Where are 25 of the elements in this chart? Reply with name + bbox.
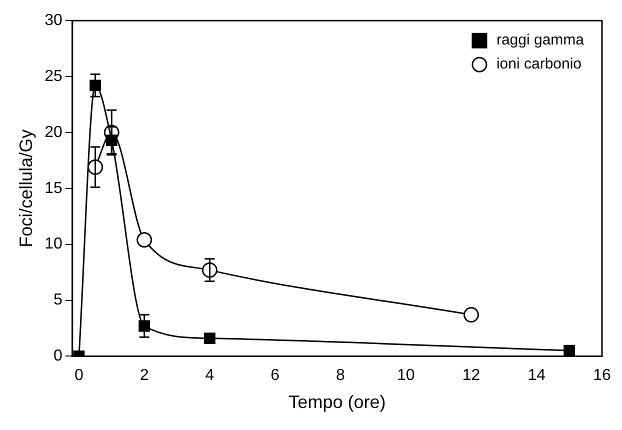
- x-tick-label: 8: [336, 367, 346, 384]
- y-tick-label: 30: [44, 12, 62, 30]
- legend-label: raggi gamma: [496, 32, 585, 49]
- y-tick-label: 5: [53, 292, 62, 309]
- y-tick-label: 25: [44, 68, 62, 85]
- point: [136, 232, 152, 248]
- x-tick-label: 16: [593, 367, 611, 384]
- x-tick-label: 6: [270, 367, 280, 384]
- x-tick-label: 10: [396, 367, 415, 384]
- point: [564, 344, 576, 356]
- x-tick-label: 12: [462, 367, 480, 384]
- y-axis-title: Foci/cellula/Gy: [16, 129, 36, 248]
- y-tick-label: 15: [44, 180, 62, 197]
- legend-label: ioni carbonio: [496, 56, 582, 73]
- x-tick-label: 2: [140, 367, 149, 384]
- y-tick-label: 10: [44, 236, 62, 253]
- x-tick-label: 0: [74, 367, 84, 384]
- point: [106, 134, 118, 146]
- y-tick-label: 0: [53, 348, 62, 365]
- x-tick-label: 4: [205, 367, 214, 384]
- point: [204, 332, 216, 344]
- x-tick-label: 14: [528, 367, 546, 384]
- x-axis-title: Tempo (ore): [288, 392, 386, 412]
- point: [463, 307, 479, 323]
- y-tick-label: 20: [44, 124, 62, 141]
